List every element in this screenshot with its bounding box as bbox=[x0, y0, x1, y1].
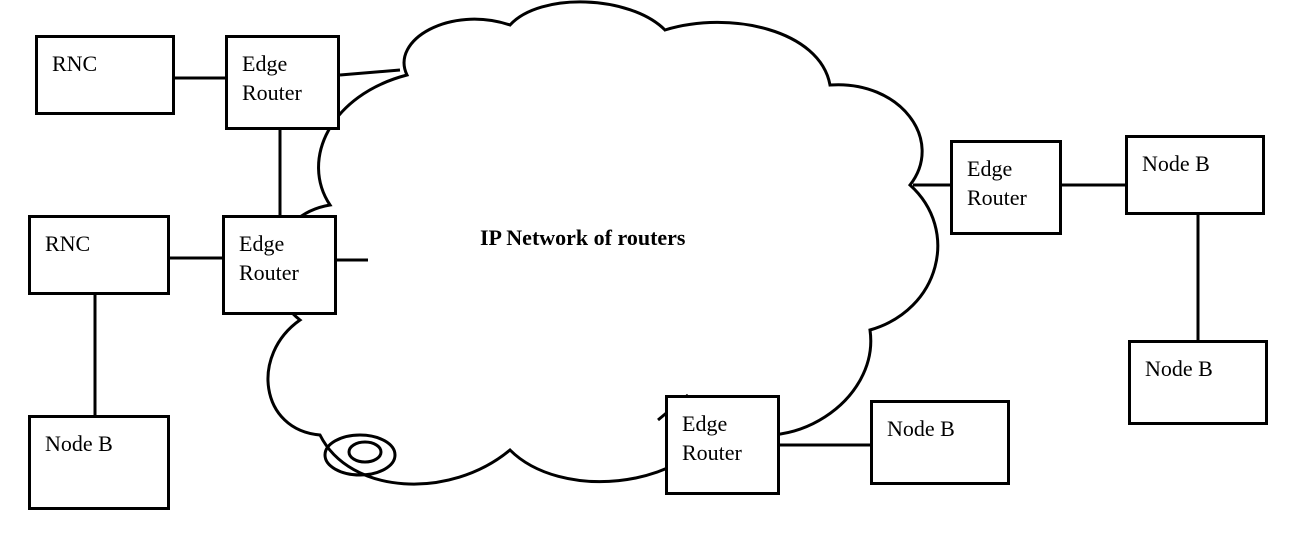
nodeb-bottom-box: Node B bbox=[870, 400, 1010, 485]
nodeb-bottom-label: Node B bbox=[887, 415, 955, 444]
diagram-svg bbox=[0, 0, 1310, 555]
edge-top-left-label: Edge Router bbox=[242, 50, 302, 107]
rnc-top-label: RNC bbox=[52, 50, 97, 79]
nodeb-left-label: Node B bbox=[45, 430, 113, 459]
nodeb-right-bot-box: Node B bbox=[1128, 340, 1268, 425]
edge-bottom-box: Edge Router bbox=[665, 395, 780, 495]
edge-right-top-label: Edge Router bbox=[967, 155, 1027, 212]
cloud-swirl-inner bbox=[349, 442, 381, 462]
edge-mid-left-box: Edge Router bbox=[222, 215, 337, 315]
nodeb-right-bot-label: Node B bbox=[1145, 355, 1213, 384]
edge-bottom-label: Edge Router bbox=[682, 410, 742, 467]
cloud-title-text: IP Network of routers bbox=[480, 225, 686, 250]
cloud-swirl-outer bbox=[325, 435, 395, 475]
nodeb-right-top-box: Node B bbox=[1125, 135, 1265, 215]
rnc-mid-box: RNC bbox=[28, 215, 170, 295]
edge-top-left-box: Edge Router bbox=[225, 35, 340, 130]
edge-right-top-box: Edge Router bbox=[950, 140, 1062, 235]
nodeb-left-box: Node B bbox=[28, 415, 170, 510]
rnc-top-box: RNC bbox=[35, 35, 175, 115]
edge-mid-left-label: Edge Router bbox=[239, 230, 299, 287]
rnc-mid-label: RNC bbox=[45, 230, 90, 259]
conn-edge-top-cloud bbox=[340, 70, 400, 75]
cloud-title: IP Network of routers bbox=[480, 225, 686, 251]
nodeb-right-top-label: Node B bbox=[1142, 150, 1210, 179]
